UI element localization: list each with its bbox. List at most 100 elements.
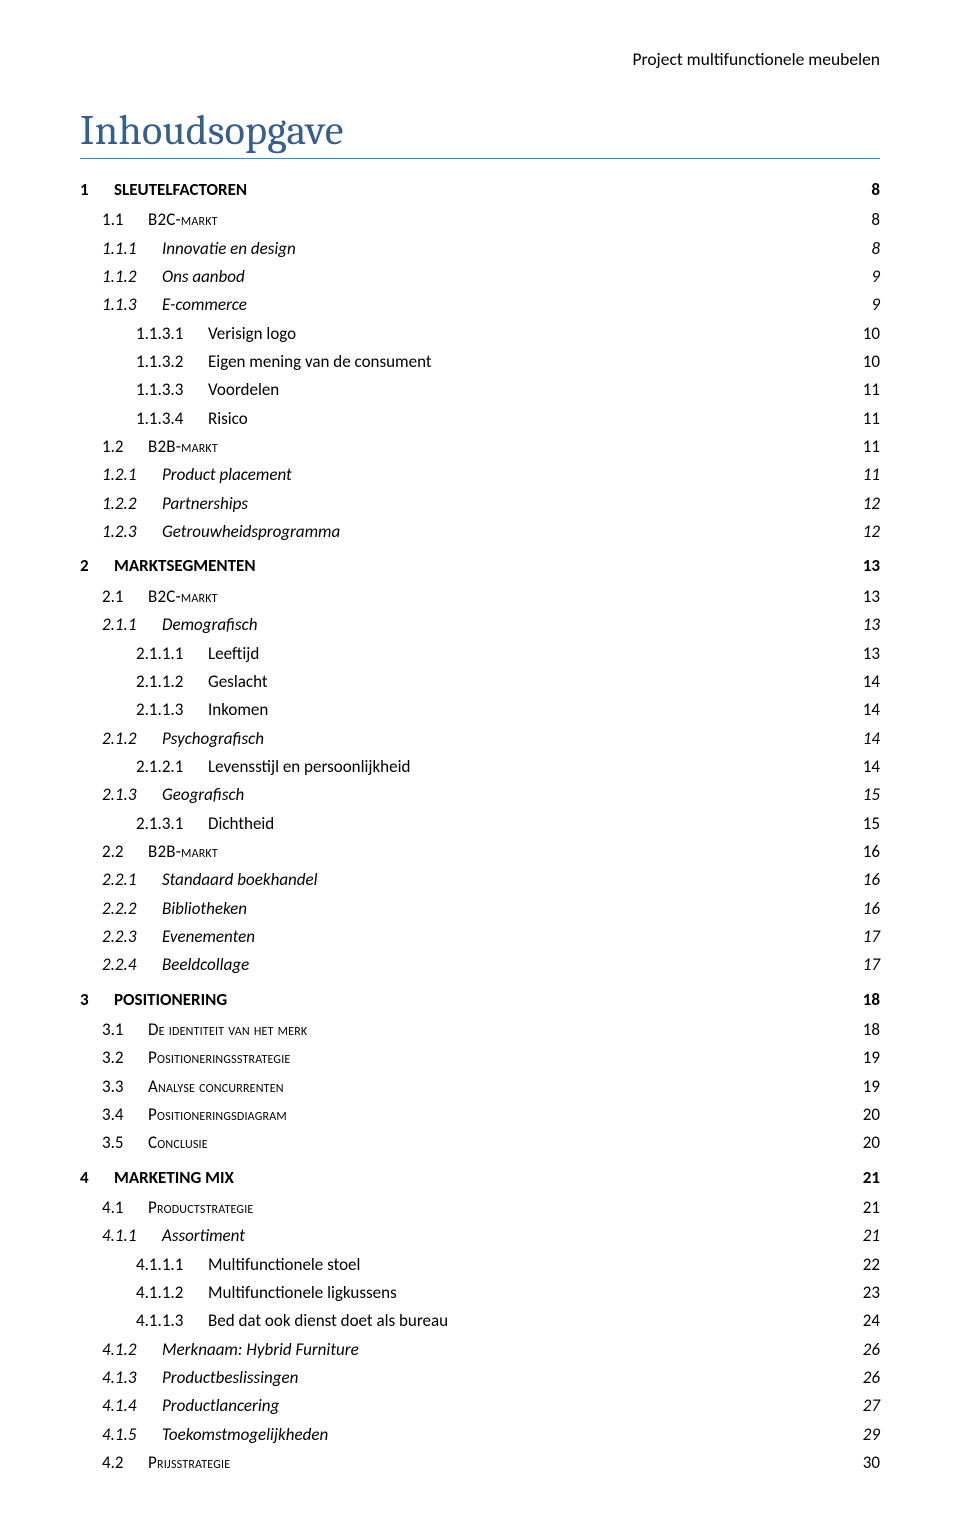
toc-entry-title: Prijsstrategie — [148, 1450, 230, 1476]
toc-entry-number: 4 — [80, 1165, 114, 1191]
toc-entry[interactable]: 2.2.3Evenementen17 — [102, 924, 880, 950]
toc-entry[interactable]: 2.2.4Beeldcollage17 — [102, 952, 880, 978]
toc-entry-title: Eigen mening van de consument — [208, 349, 432, 375]
toc-entry-title: Innovatie en design — [162, 236, 296, 262]
toc-entry[interactable]: 1.1.2Ons aanbod9 — [102, 264, 880, 290]
toc-entry[interactable]: 4.2Prijsstrategie30 — [102, 1450, 880, 1476]
toc-entry[interactable]: 4.1.1.1Multifunctionele stoel22 — [136, 1252, 880, 1278]
toc-entry-title: Standaard boekhandel — [162, 867, 318, 893]
toc-entry[interactable]: 4.1.1.2Multifunctionele ligkussens23 — [136, 1280, 880, 1306]
toc-entry[interactable]: 2MARKTSEGMENTEN13 — [80, 553, 880, 579]
toc-entry-title: MARKETING MIX — [114, 1165, 234, 1191]
toc-entry-number: 2.2.2 — [102, 896, 162, 922]
toc-entry-title: Productstrategie — [148, 1195, 253, 1221]
toc-entry[interactable]: 2.1.3.1Dichtheid15 — [136, 811, 880, 837]
toc-entry[interactable]: 1SLEUTELFACTOREN8 — [80, 177, 880, 203]
toc-entry-page: 10 — [858, 321, 880, 347]
toc-entry-number: 1.1 — [102, 207, 148, 233]
toc-entry-title: B2B-markt — [148, 434, 218, 460]
toc-entry-title: Verisign logo — [208, 321, 296, 347]
toc-entry[interactable]: 2.2B2B-markt16 — [102, 839, 880, 865]
toc-entry-title: Geslacht — [208, 669, 268, 695]
toc-entry-title: E-commerce — [162, 292, 247, 318]
toc-entry[interactable]: 1.2B2B-markt11 — [102, 434, 880, 460]
running-header: Project multifunctionele meubelen — [80, 48, 880, 70]
toc-entry-number: 3 — [80, 987, 114, 1013]
toc-entry-number: 4.1.5 — [102, 1422, 162, 1448]
toc-entry[interactable]: 2.1.1.3Inkomen 14 — [136, 697, 880, 723]
toc-entry[interactable]: 1.2.3Getrouwheidsprogramma12 — [102, 519, 880, 545]
toc-entry[interactable]: 3.3Analyse concurrenten19 — [102, 1074, 880, 1100]
toc-entry[interactable]: 2.1.2Psychografisch14 — [102, 726, 880, 752]
toc-entry[interactable]: 4MARKETING MIX21 — [80, 1165, 880, 1191]
toc-entry-page: 21 — [858, 1195, 880, 1221]
toc-entry[interactable]: 3.5Conclusie20 — [102, 1130, 880, 1156]
toc-entry-number: 4.1.1 — [102, 1223, 162, 1249]
toc-entry-number: 2.1 — [102, 584, 148, 610]
toc-entry-number: 4.1.1.2 — [136, 1280, 208, 1306]
toc-entry-title: Productbeslissingen — [162, 1365, 298, 1391]
toc-entry-title: Merknaam: Hybrid Furniture — [162, 1337, 359, 1363]
toc-entry[interactable]: 3.4Positioneringsdiagram20 — [102, 1102, 880, 1128]
toc-entry-number: 2.1.2 — [102, 726, 162, 752]
toc-entry-title: Voordelen — [208, 377, 279, 403]
toc-entry[interactable]: 1.1.3.1Verisign logo 10 — [136, 321, 880, 347]
toc-entry-number: 2 — [80, 553, 114, 579]
toc-entry-page: 12 — [858, 491, 880, 517]
toc-entry[interactable]: 1.1.3E-commerce 9 — [102, 292, 880, 318]
toc-entry-page: 23 — [858, 1280, 880, 1306]
toc-entry[interactable]: 4.1.1Assortiment21 — [102, 1223, 880, 1249]
toc-entry[interactable]: 1.1.3.4Risico11 — [136, 406, 880, 432]
toc-entry[interactable]: 3POSITIONERING18 — [80, 987, 880, 1013]
toc-entry-page: 14 — [858, 697, 880, 723]
toc-entry-page: 15 — [858, 811, 880, 837]
toc-entry-number: 1.1.3 — [102, 292, 162, 318]
toc-entry[interactable]: 3.2Positioneringsstrategie19 — [102, 1045, 880, 1071]
toc-entry-number: 1.2.3 — [102, 519, 162, 545]
document-page: Project multifunctionele meubelen Inhoud… — [0, 0, 960, 1538]
toc-entry-page: 10 — [858, 349, 880, 375]
toc-entry-title: Assortiment — [162, 1223, 245, 1249]
toc-entry[interactable]: 2.1.1Demografisch13 — [102, 612, 880, 638]
toc-entry-title: Risico — [208, 406, 248, 432]
toc-entry-title: Inkomen — [208, 697, 268, 723]
toc-entry[interactable]: 2.2.1Standaard boekhandel16 — [102, 867, 880, 893]
toc-entry-title: Bibliotheken — [162, 896, 247, 922]
toc-entry-title: Dichtheid — [208, 811, 274, 837]
toc-entry[interactable]: 1.1.1Innovatie en design8 — [102, 236, 880, 262]
toc-entry-number: 4.1.3 — [102, 1365, 162, 1391]
toc-entry[interactable]: 4.1Productstrategie21 — [102, 1195, 880, 1221]
toc-entry-number: 1.1.3.1 — [136, 321, 208, 347]
toc-entry[interactable]: 1.2.1Product placement11 — [102, 462, 880, 488]
toc-entry[interactable]: 1.1.3.2Eigen mening van de consument10 — [136, 349, 880, 375]
toc-entry[interactable]: 1.1B2C-markt8 — [102, 207, 880, 233]
toc-entry-page: 26 — [858, 1337, 880, 1363]
toc-entry[interactable]: 1.1.3.3Voordelen11 — [136, 377, 880, 403]
toc-entry[interactable]: 2.1.1.1Leeftijd13 — [136, 641, 880, 667]
toc-entry-title: Geografisch — [162, 782, 244, 808]
toc-entry[interactable]: 4.1.5Toekomstmogelijkheden29 — [102, 1422, 880, 1448]
toc-entry[interactable]: 3.1De identiteit van het merk18 — [102, 1017, 880, 1043]
toc-entry-page: 8 — [858, 177, 880, 203]
toc-entry[interactable]: 4.1.4Productlancering27 — [102, 1393, 880, 1419]
toc-entry[interactable]: 2.1.3Geografisch15 — [102, 782, 880, 808]
toc-entry-page: 9 — [858, 292, 880, 318]
toc-entry-number: 4.1.4 — [102, 1393, 162, 1419]
toc-entry-page: 29 — [858, 1422, 880, 1448]
toc-entry-number: 2.1.1 — [102, 612, 162, 638]
toc-entry-number: 1.1.3.4 — [136, 406, 208, 432]
title-underline — [80, 158, 880, 159]
toc-entry-number: 2.1.1.3 — [136, 697, 208, 723]
toc-entry[interactable]: 4.1.3Productbeslissingen 26 — [102, 1365, 880, 1391]
toc-entry[interactable]: 2.1.2.1Levensstijl en persoonlijkheid14 — [136, 754, 880, 780]
toc-entry[interactable]: 2.1B2C-markt13 — [102, 584, 880, 610]
toc-entry[interactable]: 2.1.1.2Geslacht14 — [136, 669, 880, 695]
toc-entry-page: 26 — [858, 1365, 880, 1391]
toc-entry-title: Bed dat ook dienst doet als bureau — [208, 1308, 448, 1334]
toc-entry[interactable]: 4.1.1.3Bed dat ook dienst doet als burea… — [136, 1308, 880, 1334]
toc-entry[interactable]: 2.2.2Bibliotheken16 — [102, 896, 880, 922]
toc-entry[interactable]: 1.2.2Partnerships12 — [102, 491, 880, 517]
toc-entry-number: 3.1 — [102, 1017, 148, 1043]
toc-entry-page: 20 — [858, 1130, 880, 1156]
toc-entry[interactable]: 4.1.2Merknaam: Hybrid Furniture26 — [102, 1337, 880, 1363]
